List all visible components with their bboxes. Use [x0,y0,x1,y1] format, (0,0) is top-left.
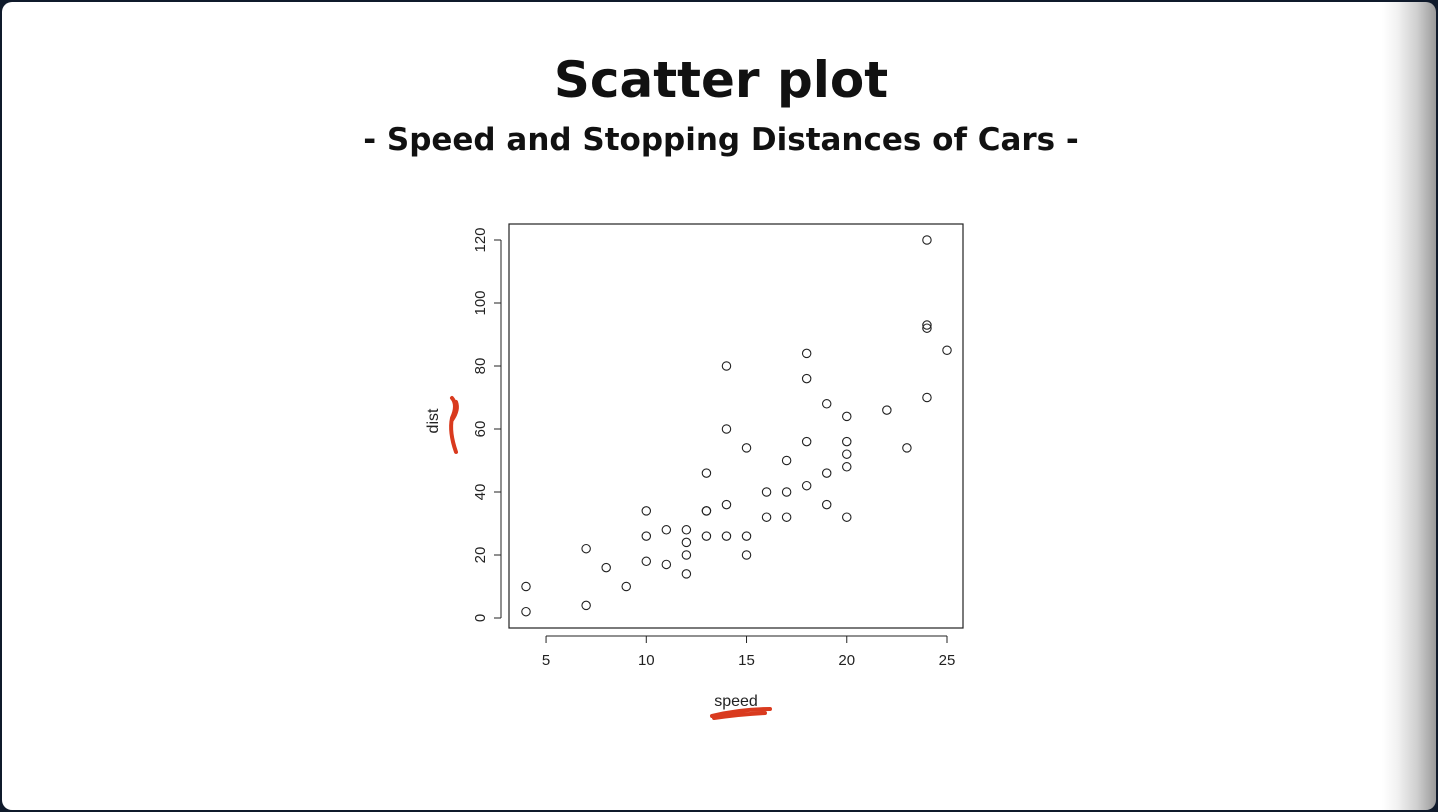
x-tick-label: 15 [738,652,755,669]
data-point [681,525,692,535]
x-axis: 5 10 15 20 25 [542,635,956,669]
data-point [701,531,712,541]
data-point [581,543,591,554]
x-tick-label: 5 [542,652,550,669]
data-point [801,348,812,359]
data-point [521,581,531,592]
data-point [781,487,792,497]
data-point [842,436,852,447]
data-point [521,606,531,617]
y-axis: 0 20 40 60 80 100 120 [472,227,502,622]
data-point [661,559,672,570]
data-point [781,512,792,522]
data-point [902,443,912,453]
slide-subtitle: - Speed and Stopping Distances of Cars - [363,122,1079,158]
y-tick-label: 0 [472,614,489,622]
plot-area-frame [508,223,964,629]
data-point [882,405,892,415]
data-point [942,345,952,355]
data-point [922,235,932,245]
data-point [641,556,652,567]
data-point [922,320,932,330]
data-points [521,235,952,617]
data-point [801,436,812,447]
data-point [842,462,852,472]
data-point [741,443,752,453]
data-point [741,531,752,541]
data-point [821,499,832,510]
data-point [801,373,812,384]
data-point [761,487,772,497]
data-point [721,499,732,510]
data-point [781,455,792,466]
y-tick-label: 120 [472,227,489,252]
data-point [701,506,712,516]
data-point [701,468,712,478]
speed-underline-annotation [710,707,772,720]
y-axis-label: dist [425,408,442,433]
x-tick-label: 20 [838,652,855,669]
y-tick-label: 20 [472,547,489,564]
data-point [801,480,812,491]
data-point [681,537,692,548]
data-point [581,600,591,611]
data-point [681,550,692,560]
x-axis-label: speed [714,693,758,710]
data-point [661,525,672,535]
x-tick-label: 25 [939,652,956,669]
data-point [922,323,932,333]
data-point [621,581,631,592]
data-point [741,550,752,560]
data-point [721,531,732,541]
x-tick-label: 10 [638,652,655,669]
data-point [842,512,852,522]
data-point [842,411,852,422]
data-point [681,569,692,579]
y-tick-label: 60 [472,421,489,438]
slide-title: Scatter plot [553,51,889,109]
y-tick-label: 40 [472,484,489,501]
data-point [641,506,652,516]
data-point [922,392,932,403]
data-point [601,562,611,573]
y-tick-label: 80 [472,358,489,375]
data-point [821,399,832,409]
data-point [641,531,652,541]
dist-side-annotation [449,396,459,454]
data-point [761,512,772,522]
data-point [721,361,732,371]
data-point [842,449,852,459]
data-point [721,424,732,434]
data-point [821,468,832,478]
y-tick-label: 100 [472,290,489,315]
